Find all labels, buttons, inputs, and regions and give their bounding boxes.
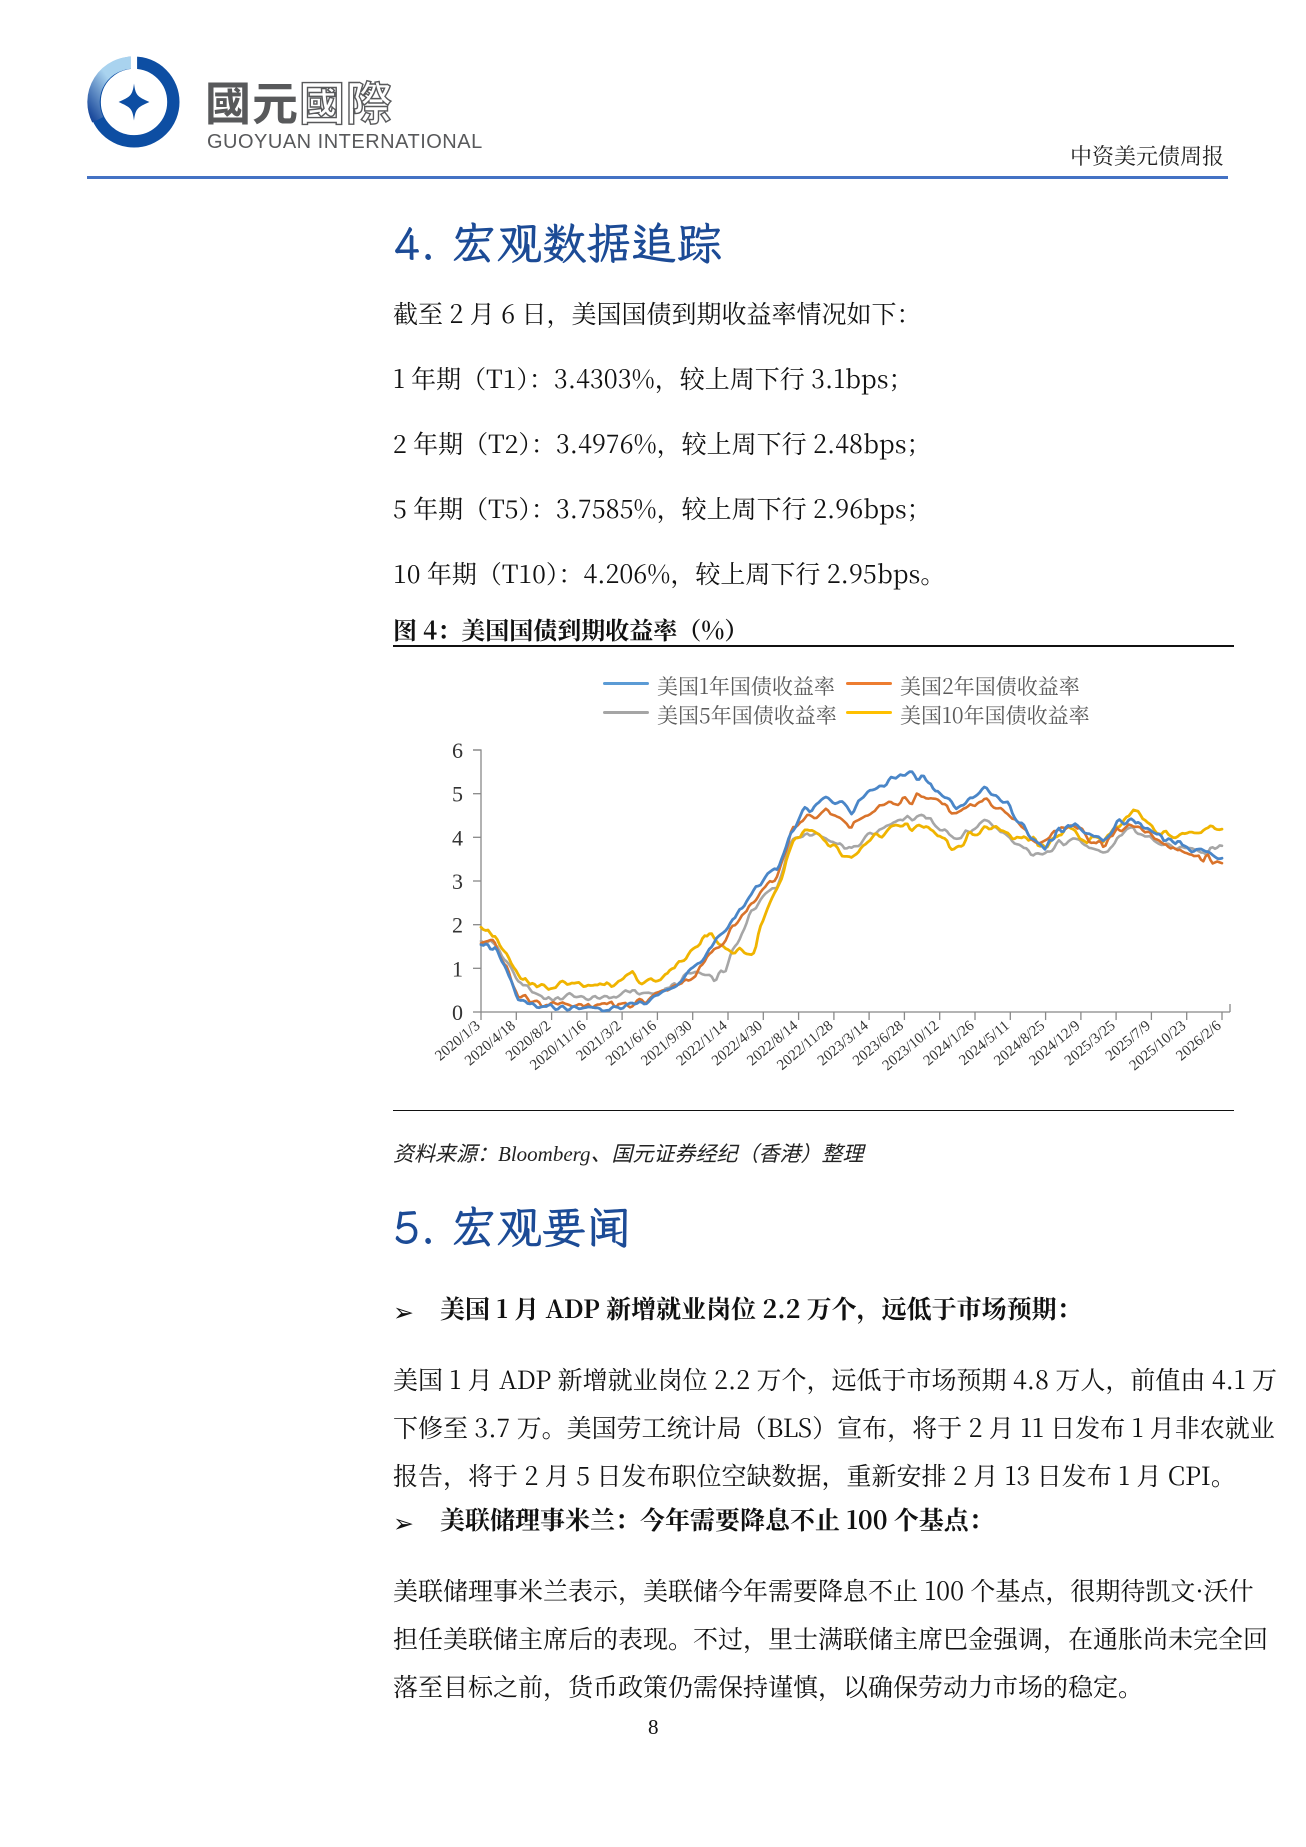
svg-text:3: 3 bbox=[452, 869, 463, 894]
svg-text:1: 1 bbox=[452, 956, 463, 981]
svg-text:0: 0 bbox=[452, 1000, 463, 1025]
svg-text:5: 5 bbox=[452, 782, 463, 807]
svg-text:6: 6 bbox=[452, 738, 463, 763]
svg-text:4: 4 bbox=[452, 825, 463, 850]
svg-text:2: 2 bbox=[452, 913, 463, 938]
